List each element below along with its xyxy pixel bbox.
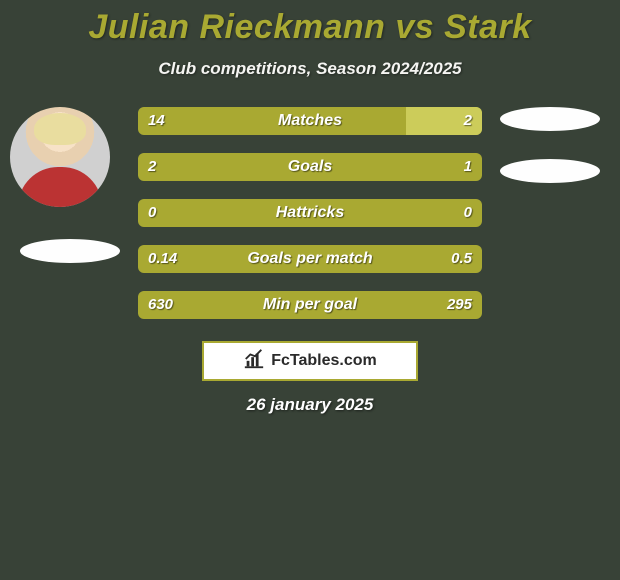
badge-text: FcTables.com bbox=[271, 352, 377, 370]
stat-right-value: 295 bbox=[447, 291, 472, 319]
player-right-avatar-oval bbox=[500, 107, 600, 131]
player-left-team-oval bbox=[20, 239, 120, 263]
stat-bars: 14Matches22Goals10Hattricks00.14Goals pe… bbox=[138, 107, 482, 337]
date-label: 26 january 2025 bbox=[0, 395, 620, 415]
page-title: Julian Rieckmann vs Stark bbox=[0, 0, 620, 47]
player-right-team-oval bbox=[500, 159, 600, 183]
stat-label: Goals per match bbox=[138, 245, 482, 273]
player-left-avatar bbox=[10, 107, 110, 207]
stat-right-value: 1 bbox=[464, 153, 472, 181]
stat-right-value: 2 bbox=[464, 107, 472, 135]
stat-label: Min per goal bbox=[138, 291, 482, 319]
stat-right-value: 0 bbox=[464, 199, 472, 227]
stat-label: Hattricks bbox=[138, 199, 482, 227]
stat-row: 0.14Goals per match0.5 bbox=[138, 245, 482, 273]
stat-right-value: 0.5 bbox=[451, 245, 472, 273]
fctables-badge: FcTables.com bbox=[202, 341, 418, 381]
subtitle: Club competitions, Season 2024/2025 bbox=[0, 59, 620, 79]
stat-row: 2Goals1 bbox=[138, 153, 482, 181]
chart-icon bbox=[243, 348, 265, 375]
stat-row: 0Hattricks0 bbox=[138, 199, 482, 227]
stat-row: 14Matches2 bbox=[138, 107, 482, 135]
stat-label: Goals bbox=[138, 153, 482, 181]
stat-label: Matches bbox=[138, 107, 482, 135]
stat-row: 630Min per goal295 bbox=[138, 291, 482, 319]
